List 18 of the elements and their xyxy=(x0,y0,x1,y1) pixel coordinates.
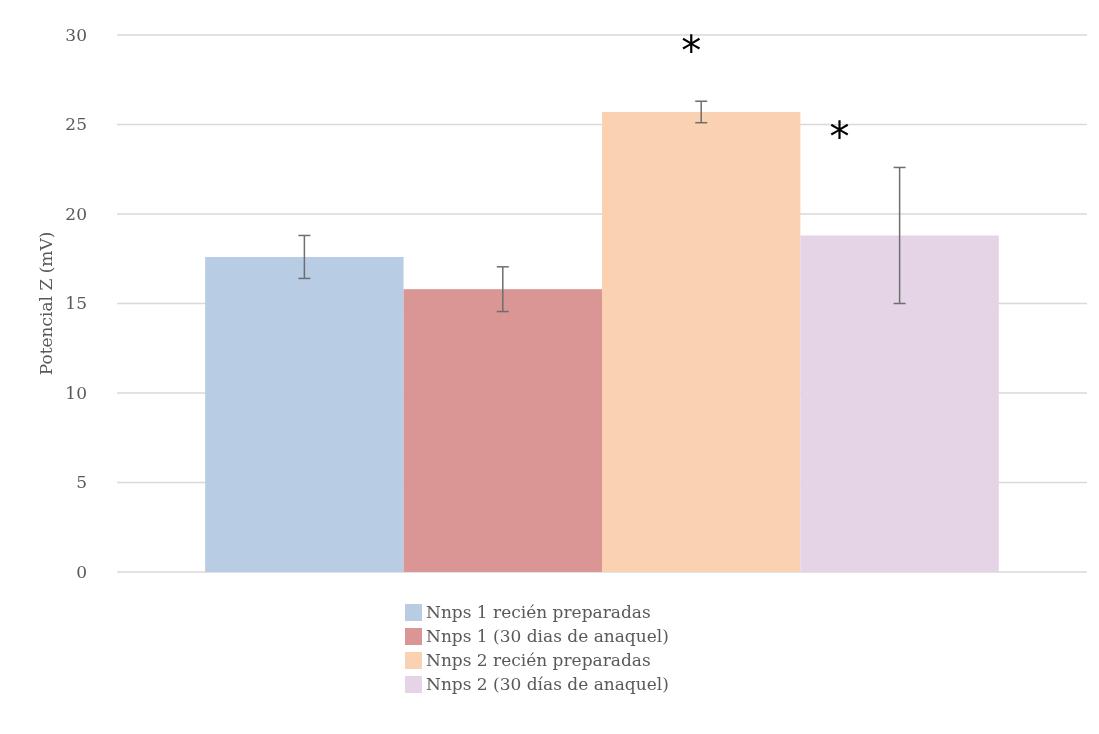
y-tick-label: 30 xyxy=(65,24,87,45)
y-tick-label: 0 xyxy=(76,561,87,582)
bar xyxy=(800,235,999,572)
annotation: * xyxy=(681,28,702,75)
y-tick-label: 25 xyxy=(65,114,87,135)
y-tick-label: 10 xyxy=(65,382,87,403)
y-tick-label: 20 xyxy=(65,203,87,224)
y-axis-title: Potencial Z (mV) xyxy=(36,231,56,376)
legend-label: Nnps 2 recién preparadas xyxy=(426,649,651,670)
y-tick-label: 15 xyxy=(65,293,87,314)
y-tick-label: 5 xyxy=(76,472,87,493)
legend-label: Nnps 1 recién preparadas xyxy=(426,601,651,622)
legend-label: Nnps 2 (30 días de anaquel) xyxy=(426,673,669,694)
annotation: * xyxy=(829,114,850,161)
bar xyxy=(602,111,801,572)
legend-label: Nnps 1 (30 dias de anaquel) xyxy=(426,625,669,646)
bar xyxy=(205,256,404,572)
bar xyxy=(403,289,602,572)
